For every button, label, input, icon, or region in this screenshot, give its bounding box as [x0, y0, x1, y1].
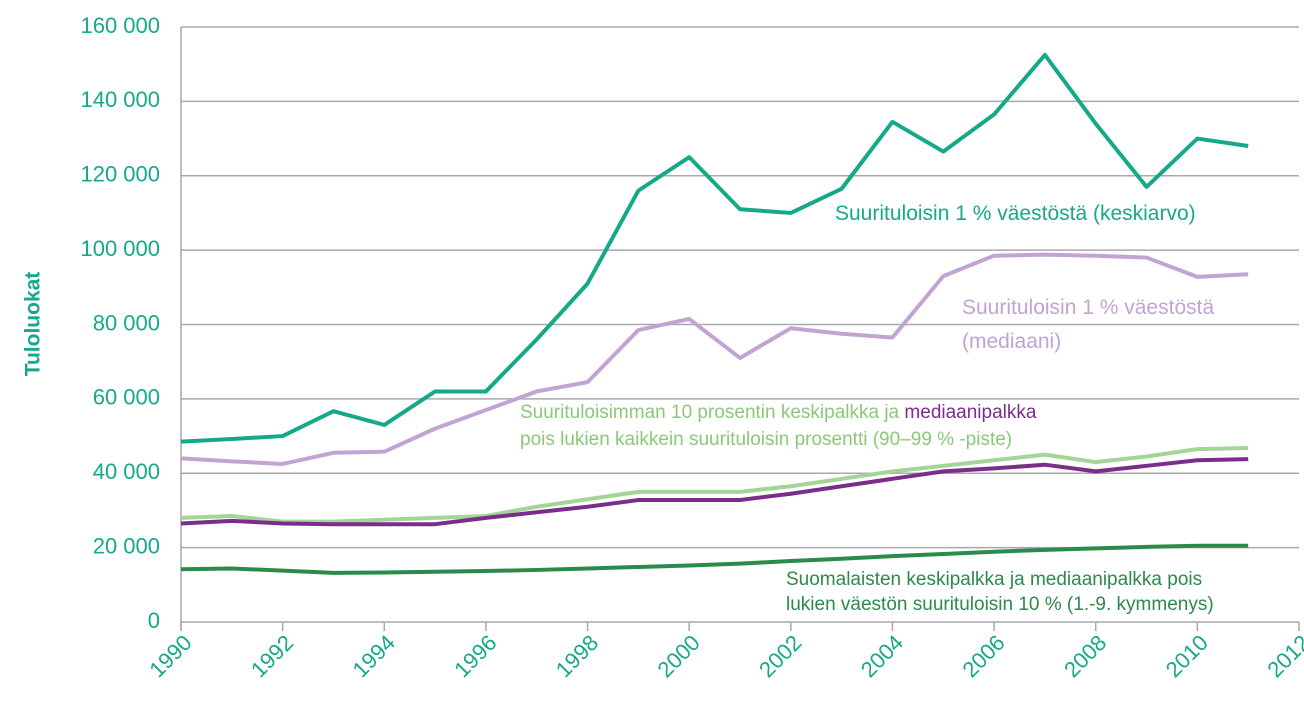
y-tick-label: 140 000 [80, 87, 160, 112]
y-tick-label: 100 000 [80, 236, 160, 261]
x-tick-label: 2000 [653, 630, 705, 682]
x-tick-label: 2008 [1059, 630, 1111, 682]
annotation-part: (mediaani) [962, 330, 1061, 353]
annotation-part: mediaanipalkka [904, 402, 1036, 423]
annotation-part: lukien väestön suurituloisin 10 % (1.-9.… [786, 594, 1214, 615]
annotation: pois lukien kaikkein suurituloisin prose… [520, 429, 1012, 450]
series-line [180, 457, 1249, 527]
annotation: (mediaani) [962, 330, 1061, 353]
x-tick-label: 2006 [957, 630, 1009, 682]
annotation-part: Suurituloisimman 10 prosentin keskipalkk… [520, 402, 904, 423]
x-tick-label: 2010 [1161, 630, 1213, 682]
annotation: Suurituloisin 1 % väestöstä (keskiarvo) [835, 202, 1196, 225]
y-tick-label: 20 000 [93, 533, 160, 558]
annotation-part: pois lukien kaikkein suurituloisin prose… [520, 429, 1012, 450]
x-tick-label: 2012 [1262, 630, 1304, 682]
y-axis-label: Tuloluokat [22, 272, 45, 377]
x-tick-label: 1996 [449, 630, 501, 682]
y-tick-label: 120 000 [80, 162, 160, 187]
x-tick-label: 1998 [551, 630, 603, 682]
series-line [180, 543, 1249, 575]
y-tick-label: 160 000 [80, 13, 160, 38]
series-line [180, 445, 1249, 524]
annotation: Suurituloisimman 10 prosentin keskipalkk… [520, 402, 1037, 423]
series-line [180, 52, 1249, 444]
x-tick-label: 2002 [754, 630, 806, 682]
x-tick-label: 1992 [246, 630, 298, 682]
series-line [180, 252, 1249, 466]
y-tick-label: 0 [148, 608, 160, 633]
annotation: Suomalaisten keskipalkka ja mediaanipalk… [786, 569, 1202, 590]
annotation-part: Suurituloisin 1 % väestöstä [962, 296, 1214, 319]
y-tick-label: 40 000 [93, 459, 160, 484]
annotation: Suurituloisin 1 % väestöstä [962, 296, 1214, 319]
annotation-part: Suurituloisin 1 % väestöstä (keskiarvo) [835, 202, 1196, 225]
annotation-part: Suomalaisten keskipalkka ja mediaanipalk… [786, 569, 1202, 590]
x-tick-label: 1990 [144, 630, 196, 682]
x-tick-label: 2004 [856, 630, 908, 682]
x-tick-label: 1994 [348, 630, 400, 682]
y-tick-label: 80 000 [93, 310, 160, 335]
y-tick-label: 60 000 [93, 385, 160, 410]
annotation: lukien väestön suurituloisin 10 % (1.-9.… [786, 594, 1214, 615]
